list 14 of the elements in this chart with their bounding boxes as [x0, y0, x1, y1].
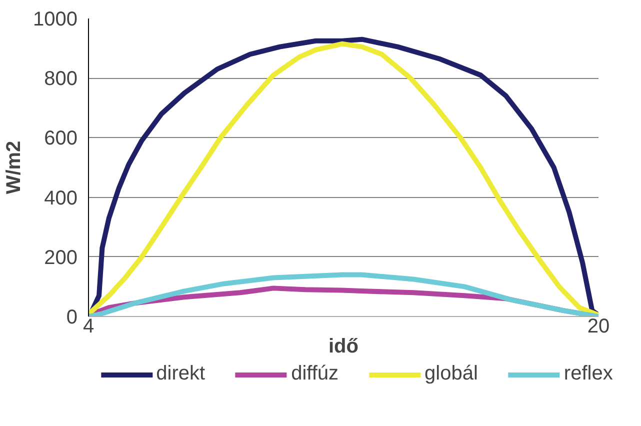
x-axis-title: idő	[328, 336, 359, 358]
y-tick-label: 600	[44, 128, 78, 150]
y-tick-label: 800	[44, 68, 78, 90]
y-tick-label: 400	[44, 187, 78, 210]
x-tick-label: 4	[82, 316, 94, 338]
y-axis-title: W/m2	[3, 140, 26, 194]
legend-label: globál	[424, 362, 478, 386]
legend-label: diffúz	[291, 362, 339, 386]
x-tick-label: 20	[587, 316, 610, 338]
legend-label: direkt	[156, 362, 206, 386]
y-tick-label: 200	[44, 246, 78, 269]
y-tick-label: 1000	[33, 8, 78, 30]
legend-label: reflex	[564, 362, 613, 386]
y-tick-label: 0	[66, 306, 78, 328]
